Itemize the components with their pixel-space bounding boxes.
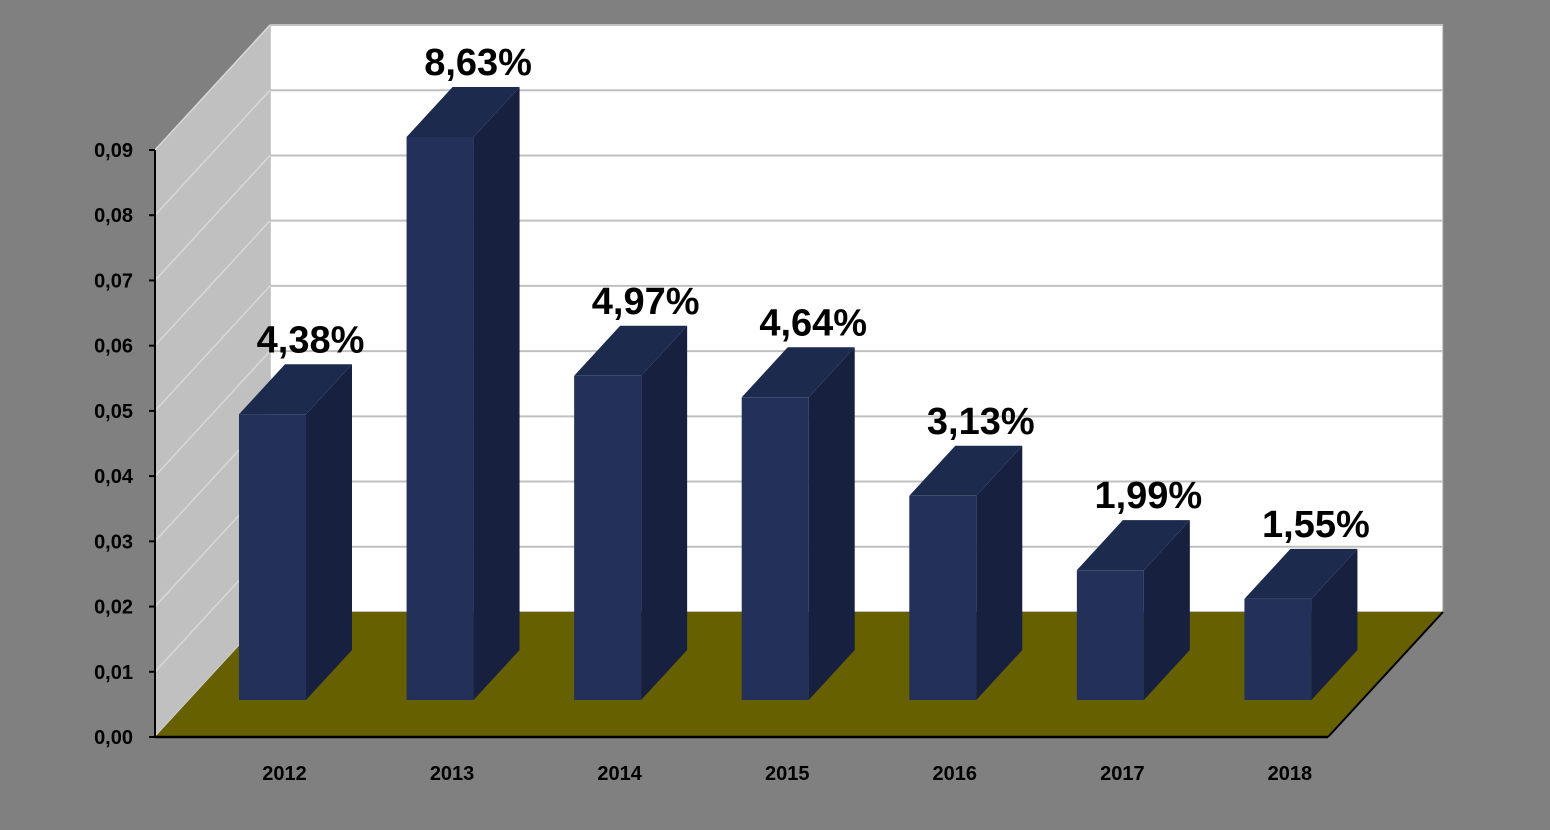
bar-2014 bbox=[574, 375, 642, 700]
bar-top-2018 bbox=[1244, 548, 1358, 599]
side-gridline-8 bbox=[154, 89, 271, 216]
side-gridline-9 bbox=[154, 24, 271, 151]
bar-side-2016 bbox=[976, 445, 1023, 700]
bar-2013 bbox=[406, 137, 474, 700]
floor-edge bbox=[1327, 611, 1444, 738]
side-gridline-6 bbox=[154, 220, 271, 347]
bar-top-2012 bbox=[239, 364, 352, 415]
data-label-2016: 3,13% bbox=[927, 401, 1035, 443]
bar-top-2017 bbox=[1076, 520, 1190, 571]
x-tick-label-2018: 2018 bbox=[1268, 763, 1313, 785]
x-tick-label-2015: 2015 bbox=[765, 763, 810, 785]
bar-2012 bbox=[239, 414, 306, 700]
x-tick-label-2014: 2014 bbox=[597, 763, 642, 785]
bar-side-2013 bbox=[473, 87, 520, 700]
y-tick-label-6: 0,06 bbox=[94, 336, 133, 358]
bar-side-2017 bbox=[1143, 520, 1190, 700]
y-tick-label-3: 0,03 bbox=[94, 531, 133, 553]
bar-2016 bbox=[909, 495, 977, 700]
bar-2018 bbox=[1244, 598, 1312, 700]
side-gridline-7 bbox=[154, 154, 271, 281]
bar-side-2015 bbox=[808, 347, 855, 700]
bar-side-2018 bbox=[1311, 548, 1358, 700]
y-tick-label-5: 0,05 bbox=[94, 401, 133, 423]
side-gridline-5 bbox=[154, 285, 271, 412]
data-label-2018: 1,55% bbox=[1262, 504, 1370, 546]
bar-top-2016 bbox=[909, 445, 1023, 496]
data-label-2013: 8,63% bbox=[424, 42, 532, 84]
bar-side-2014 bbox=[641, 325, 688, 700]
bar-top-2015 bbox=[741, 347, 855, 398]
y-tick-label-8: 0,08 bbox=[94, 205, 133, 227]
y-tick-label-1: 0,01 bbox=[94, 662, 133, 684]
y-tick-label-7: 0,07 bbox=[94, 270, 133, 292]
bar-top-2013 bbox=[406, 87, 520, 137]
side-gridline-4 bbox=[154, 350, 271, 477]
bar-side-2012 bbox=[306, 364, 352, 700]
bar-2015 bbox=[741, 397, 809, 700]
y-tick-label-2: 0,02 bbox=[94, 597, 133, 619]
y-tick-label-9: 0,09 bbox=[94, 140, 133, 162]
bar-top-2014 bbox=[574, 325, 688, 376]
data-label-2017: 1,99% bbox=[1094, 475, 1202, 517]
x-tick-label-2013: 2013 bbox=[430, 763, 475, 785]
data-label-2014: 4,97% bbox=[592, 281, 700, 323]
x-tick-label-2016: 2016 bbox=[933, 763, 978, 785]
y-tick-label-4: 0,04 bbox=[94, 466, 134, 488]
y-tick-label-0: 0,00 bbox=[94, 727, 133, 749]
data-label-2012: 4,38% bbox=[257, 319, 365, 361]
x-tick-label-2017: 2017 bbox=[1100, 763, 1145, 785]
x-tick-label-2012: 2012 bbox=[262, 763, 307, 785]
bar-2017 bbox=[1076, 570, 1144, 700]
data-label-2015: 4,64% bbox=[759, 302, 867, 344]
